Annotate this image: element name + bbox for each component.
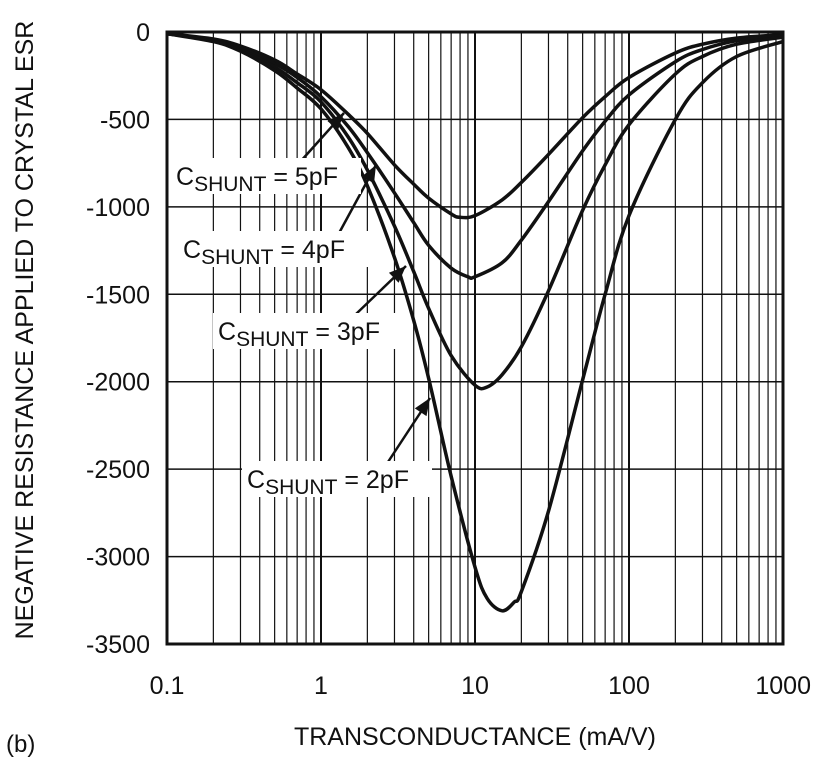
series-line-3 xyxy=(166,31,784,391)
series-label-1: CSHUNT = 5pF xyxy=(176,163,338,196)
series-label-backdrop xyxy=(242,461,432,497)
y-tick-label: -3500 xyxy=(86,631,150,659)
x-tick-label: 10 xyxy=(461,672,489,700)
series-lines xyxy=(166,31,784,613)
panel-label: (b) xyxy=(6,731,35,758)
x-tick-labels: 0.1 1 10 100 1000 xyxy=(150,672,811,700)
series-label-backdrop xyxy=(213,313,403,349)
series-labels: CSHUNT = 5pF CSHUNT = 4pF CSHUNT = 3pF CSHU… xyxy=(171,158,432,499)
y-tick-labels: 0 -500 -1000 -1500 -2000 -2500 -3000 -3500 xyxy=(86,19,150,659)
plot-frame xyxy=(165,30,785,646)
arrow-head xyxy=(414,398,430,417)
y-tick-label: -1500 xyxy=(86,281,150,309)
series-label-backdrop xyxy=(178,231,368,267)
x-tick-label: 1000 xyxy=(755,672,811,700)
arrow-head xyxy=(361,165,376,184)
y-tick-label: -2000 xyxy=(86,369,150,397)
y-tick-label: -3000 xyxy=(86,544,150,572)
series-label-2: CSHUNT = 4pF xyxy=(183,236,345,269)
y-tick-label: -500 xyxy=(100,106,150,134)
series-label-4: CSHUNT = 2pF xyxy=(247,466,409,499)
arrow-head xyxy=(388,266,406,283)
series-line-2 xyxy=(166,31,784,280)
series-label-backdrop xyxy=(171,158,361,194)
series-line-4 xyxy=(166,31,784,613)
x-tick-label: 0.1 xyxy=(150,672,185,700)
y-tick-label: -2500 xyxy=(86,456,150,484)
series-line-1 xyxy=(166,31,784,220)
arrow-head xyxy=(327,113,344,131)
x-tick-label: 1 xyxy=(314,672,328,700)
x-axis-title: TRANSCONDUCTANCE (mA/V) xyxy=(294,723,656,751)
x-tick-label: 100 xyxy=(608,672,650,700)
y-tick-label: 0 xyxy=(136,19,150,47)
series-label-3: CSHUNT = 3pF xyxy=(218,318,380,351)
y-axis-title: NEGATIVE RESISTANCE APPLIED TO CRYSTAL E… xyxy=(11,21,39,640)
annotation-arrows xyxy=(299,112,432,463)
y-tick-label: -1000 xyxy=(86,194,150,222)
